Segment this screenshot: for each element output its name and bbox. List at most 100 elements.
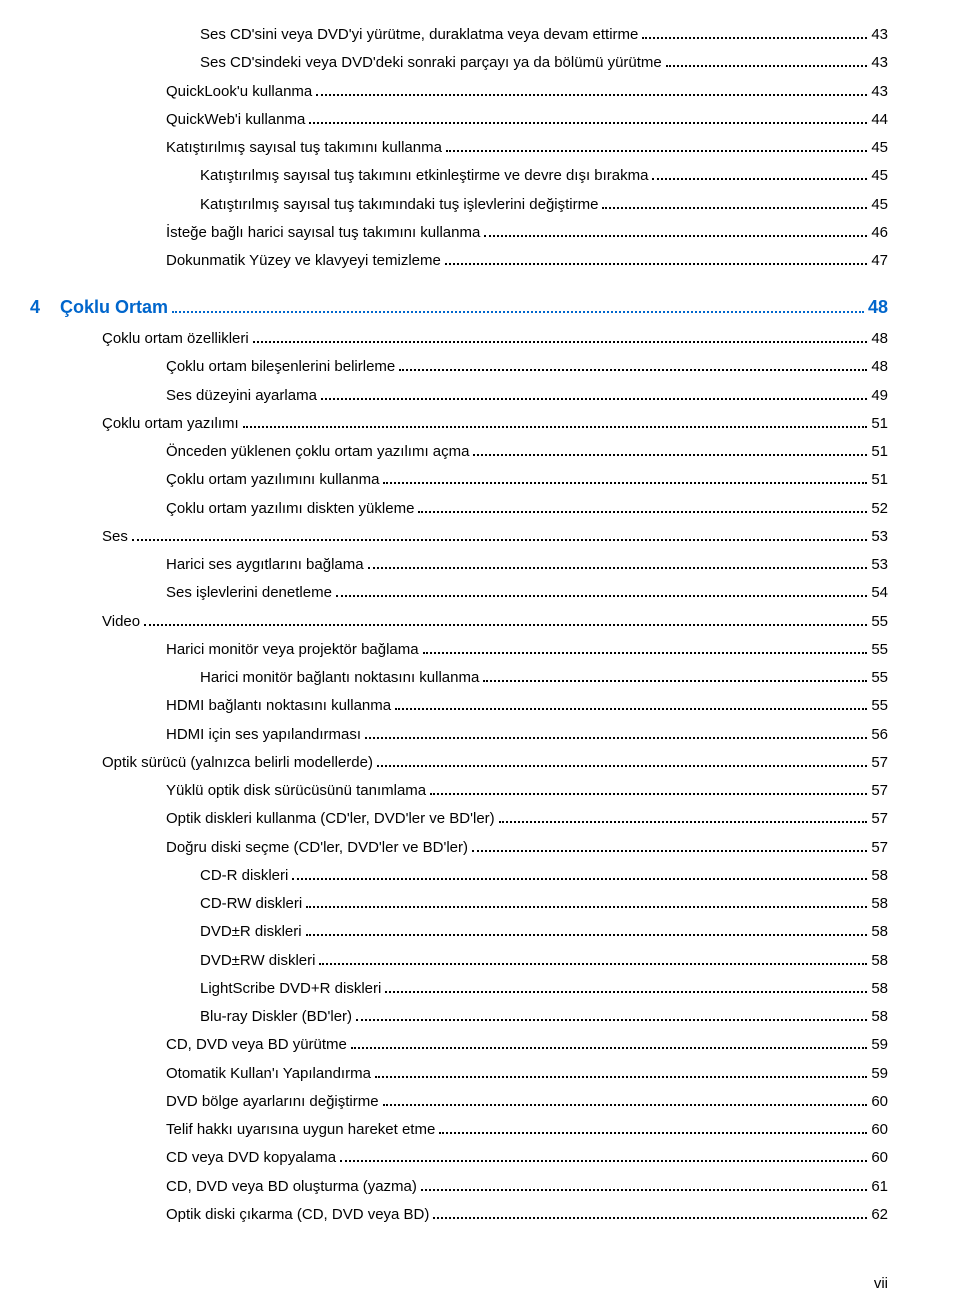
toc-entry-title: Otomatik Kullan'ı Yapılandırma — [166, 1062, 371, 1085]
toc-entry[interactable]: Harici monitör bağlantı noktasını kullan… — [30, 666, 888, 689]
dot-leader — [321, 398, 867, 400]
dot-leader — [132, 539, 867, 541]
dot-leader — [365, 737, 867, 739]
toc-entry[interactable]: QuickLook'u kullanma 43 — [30, 80, 888, 103]
dot-leader — [253, 341, 868, 343]
toc-entry[interactable]: Harici ses aygıtlarını bağlama 53 — [30, 553, 888, 576]
toc-entry[interactable]: Video 55 — [30, 610, 888, 633]
toc-entry-title: Çoklu ortam yazılımını kullanma — [166, 468, 379, 491]
dot-leader — [399, 369, 867, 371]
toc-entry-page: 53 — [871, 553, 888, 576]
toc-entry[interactable]: HDMI için ses yapılandırması 56 — [30, 723, 888, 746]
toc-entry[interactable]: Katıştırılmış sayısal tuş takımını kulla… — [30, 136, 888, 159]
toc-entry[interactable]: Çoklu ortam özellikleri 48 — [30, 327, 888, 350]
toc-entry[interactable]: QuickWeb'i kullanma 44 — [30, 108, 888, 131]
dot-leader — [423, 652, 868, 654]
dot-leader — [377, 765, 867, 767]
toc-entry-title: Yüklü optik disk sürücüsünü tanımlama — [166, 779, 426, 802]
toc-entry[interactable]: Optik diskleri kullanma (CD'ler, DVD'ler… — [30, 807, 888, 830]
dot-leader — [445, 263, 867, 265]
page-number: vii — [874, 1275, 888, 1292]
toc-entry[interactable]: Yüklü optik disk sürücüsünü tanımlama 57 — [30, 779, 888, 802]
toc-entry-title: DVD±RW diskleri — [200, 949, 315, 972]
toc-entry[interactable]: Ses düzeyini ayarlama 49 — [30, 384, 888, 407]
toc-entry-page: 60 — [871, 1146, 888, 1169]
toc-chapter[interactable]: 4Çoklu Ortam 48 — [30, 294, 888, 322]
toc-entry-page: 58 — [871, 864, 888, 887]
toc-entry[interactable]: Çoklu ortam yazılımını kullanma 51 — [30, 468, 888, 491]
toc-entry[interactable]: Ses CD'sindeki veya DVD'deki sonraki par… — [30, 51, 888, 74]
dot-leader — [499, 821, 868, 823]
dot-leader — [395, 708, 867, 710]
toc-entry-title: Çoklu ortam yazılımı — [102, 412, 239, 435]
toc-entry-page: 57 — [871, 779, 888, 802]
toc-entry-title: Optik diskleri kullanma (CD'ler, DVD'ler… — [166, 807, 495, 830]
toc-entry-title: CD, DVD veya BD oluşturma (yazma) — [166, 1175, 417, 1198]
toc-entry[interactable]: LightScribe DVD+R diskleri 58 — [30, 977, 888, 1000]
toc-entry[interactable]: CD-R diskleri 58 — [30, 864, 888, 887]
dot-leader — [430, 793, 867, 795]
dot-leader — [243, 426, 868, 428]
dot-leader — [319, 963, 867, 965]
toc-entry[interactable]: Telif hakkı uyarısına uygun hareket etme… — [30, 1118, 888, 1141]
toc-entry-page: 56 — [871, 723, 888, 746]
toc-entry[interactable]: Optik diski çıkarma (CD, DVD veya BD) 62 — [30, 1203, 888, 1226]
dot-leader — [336, 595, 867, 597]
dot-leader — [375, 1076, 867, 1078]
toc-entry-page: 57 — [871, 751, 888, 774]
toc-entry-title: HDMI bağlantı noktasını kullanma — [166, 694, 391, 717]
toc-entry[interactable]: Önceden yüklenen çoklu ortam yazılımı aç… — [30, 440, 888, 463]
toc-entry[interactable]: Katıştırılmış sayısal tuş takımındaki tu… — [30, 193, 888, 216]
toc-entry[interactable]: DVD±RW diskleri 58 — [30, 949, 888, 972]
toc-entry-page: 60 — [871, 1090, 888, 1113]
toc-entry-title: Ses CD'sindeki veya DVD'deki sonraki par… — [200, 51, 662, 74]
toc-entry-page: 58 — [871, 920, 888, 943]
toc-entry-page: 53 — [871, 525, 888, 548]
toc-entry[interactable]: Ses CD'sini veya DVD'yi yürütme, durakla… — [30, 23, 888, 46]
toc-entry-page: 62 — [871, 1203, 888, 1226]
toc-entry-page: 60 — [871, 1118, 888, 1141]
toc-entry-page: 59 — [871, 1033, 888, 1056]
toc-entry[interactable]: CD, DVD veya BD yürütme 59 — [30, 1033, 888, 1056]
toc-entry[interactable]: Çoklu ortam bileşenlerini belirleme 48 — [30, 355, 888, 378]
toc-entry-title: Optik diski çıkarma (CD, DVD veya BD) — [166, 1203, 429, 1226]
dot-leader — [306, 906, 867, 908]
toc-entry[interactable]: Doğru diski seçme (CD'ler, DVD'ler ve BD… — [30, 836, 888, 859]
toc-entry[interactable]: DVD bölge ayarlarını değiştirme 60 — [30, 1090, 888, 1113]
toc-entry[interactable]: Ses 53 — [30, 525, 888, 548]
toc-entry-page: 45 — [871, 164, 888, 187]
toc-entry[interactable]: CD veya DVD kopyalama 60 — [30, 1146, 888, 1169]
toc-entry[interactable]: İsteğe bağlı harici sayısal tuş takımını… — [30, 221, 888, 244]
dot-leader — [356, 1019, 867, 1021]
toc-entry-page: 47 — [871, 249, 888, 272]
toc-entry[interactable]: HDMI bağlantı noktasını kullanma 55 — [30, 694, 888, 717]
toc-entry[interactable]: Optik sürücü (yalnızca belirli modellerd… — [30, 751, 888, 774]
dot-leader — [473, 454, 867, 456]
toc-entry[interactable]: CD, DVD veya BD oluşturma (yazma) 61 — [30, 1175, 888, 1198]
toc-entry-title: Telif hakkı uyarısına uygun hareket etme — [166, 1118, 435, 1141]
toc-entry-title: Harici ses aygıtlarını bağlama — [166, 553, 364, 576]
toc-entry-title: Doğru diski seçme (CD'ler, DVD'ler ve BD… — [166, 836, 468, 859]
toc-entry[interactable]: Harici monitör veya projektör bağlama 55 — [30, 638, 888, 661]
toc-entry-title: Harici monitör veya projektör bağlama — [166, 638, 419, 661]
toc-entry[interactable]: Dokunmatik Yüzey ve klavyeyi temizleme 4… — [30, 249, 888, 272]
toc-entry-page: 58 — [871, 949, 888, 972]
toc-entry[interactable]: CD-RW diskleri 58 — [30, 892, 888, 915]
toc-entry-title: Katıştırılmış sayısal tuş takımındaki tu… — [200, 193, 598, 216]
toc-entry-title: HDMI için ses yapılandırması — [166, 723, 361, 746]
toc-entry-title: Blu-ray Diskler (BD'ler) — [200, 1005, 352, 1028]
toc-entry[interactable]: Çoklu ortam yazılımı diskten yükleme 52 — [30, 497, 888, 520]
toc-entry-page: 43 — [871, 23, 888, 46]
toc-entry-title: Çoklu ortam bileşenlerini belirleme — [166, 355, 395, 378]
toc-entry[interactable]: Blu-ray Diskler (BD'ler) 58 — [30, 1005, 888, 1028]
toc-entry[interactable]: Ses işlevlerini denetleme 54 — [30, 581, 888, 604]
dot-leader — [385, 991, 867, 993]
toc-entry-page: 55 — [871, 610, 888, 633]
toc-entry[interactable]: Katıştırılmış sayısal tuş takımını etkin… — [30, 164, 888, 187]
toc-entry[interactable]: Çoklu ortam yazılımı 51 — [30, 412, 888, 435]
toc-entry-title: DVD±R diskleri — [200, 920, 302, 943]
toc-entry[interactable]: Otomatik Kullan'ı Yapılandırma 59 — [30, 1062, 888, 1085]
toc-entry-title: CD-RW diskleri — [200, 892, 302, 915]
toc-entry-page: 57 — [871, 807, 888, 830]
toc-entry[interactable]: DVD±R diskleri 58 — [30, 920, 888, 943]
